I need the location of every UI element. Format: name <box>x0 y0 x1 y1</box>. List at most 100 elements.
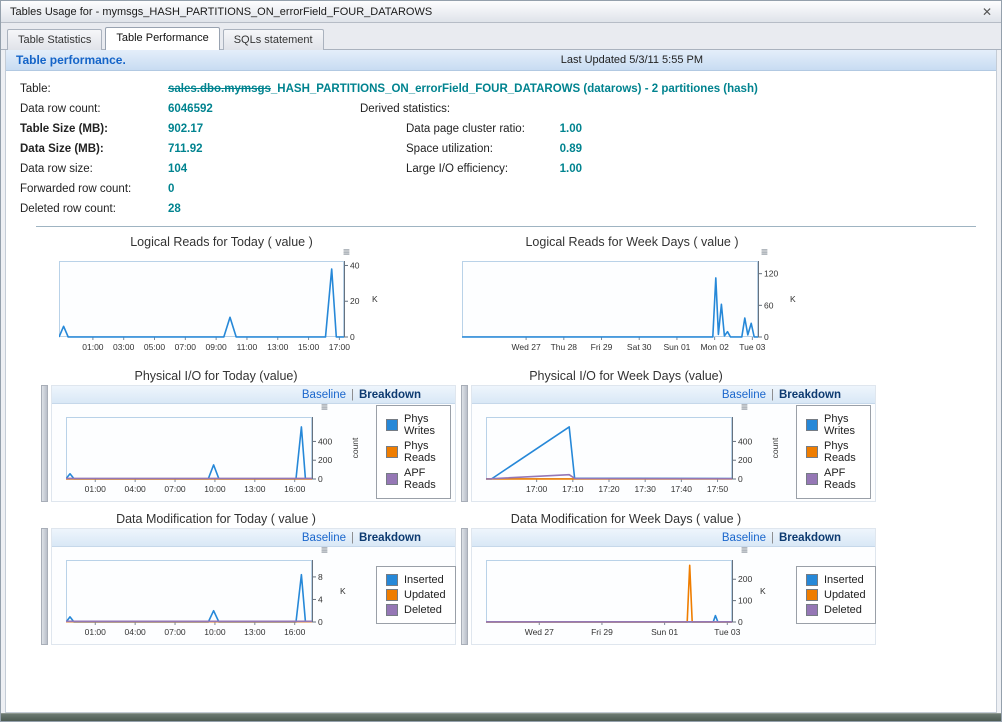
svg-text:16:00: 16:00 <box>284 627 306 637</box>
splitter-handle[interactable] <box>461 385 468 502</box>
chart-menu-icon[interactable]: ≡ <box>320 399 328 414</box>
svg-text:Fri 29: Fri 29 <box>591 627 613 637</box>
legend-item[interactable]: Inserted <box>386 573 446 586</box>
legend-swatch-icon <box>386 418 398 431</box>
svg-text:15:00: 15:00 <box>298 342 320 352</box>
chart-title-physical-io-today: Physical I/O for Today (value) <box>134 369 298 383</box>
baseline-link[interactable]: Baseline <box>721 388 766 401</box>
table-label: Table: <box>20 83 51 95</box>
chart-legend: Inserted Updated Deleted <box>796 565 876 624</box>
svg-text:0: 0 <box>738 474 743 484</box>
legend-swatch-icon <box>386 603 398 616</box>
content-area: Table performance. Last Updated 5/3/11 5… <box>5 50 997 713</box>
close-icon[interactable]: ✕ <box>981 4 992 19</box>
legend-item[interactable]: Phys Writes <box>386 413 441 437</box>
legend-item[interactable]: Updated <box>386 588 446 601</box>
table-info-section: Table: sales.dbo.mymsgs_HASH_PARTITIONS_… <box>6 71 996 219</box>
panel-header: Baseline | Breakdown <box>472 386 875 404</box>
chart-menu-icon[interactable]: ≡ <box>342 245 350 259</box>
derived-stats-column: Derived statistics: Data page cluster ra… <box>360 99 582 219</box>
legend-item[interactable]: Phys Writes <box>806 413 861 437</box>
legend-item[interactable]: APF Reads <box>806 467 861 491</box>
svg-text:0: 0 <box>764 332 769 342</box>
baseline-link[interactable]: Baseline <box>721 531 766 544</box>
logical-reads-weekdays-chart[interactable]: Wed 27 Thu 28 Fri 29 Sat 30 Sun 01 Mon 02 Tue … <box>462 251 802 354</box>
svg-text:count: count <box>350 436 360 457</box>
legend-item[interactable]: Inserted <box>806 573 866 586</box>
tab-sqls-statement[interactable]: SQLs statement <box>222 29 324 50</box>
svg-text:07:00: 07:00 <box>164 627 186 637</box>
splitter-handle[interactable] <box>41 385 48 502</box>
svg-text:400: 400 <box>738 436 752 446</box>
physical-io-today-chart[interactable]: 01:00 04:00 07:00 10:00 13:00 16:00 0 200 400 cou… <box>65 403 366 496</box>
svg-text:0: 0 <box>318 474 323 484</box>
data-modification-today-chart[interactable]: 01:00 04:00 07:00 10:00 13:00 16:00 0 4 8 K <box>65 546 352 639</box>
baseline-link[interactable]: Baseline <box>301 531 346 544</box>
svg-text:16:00: 16:00 <box>284 484 306 494</box>
legend-swatch-icon <box>806 418 818 431</box>
data-modification-weekdays-chart[interactable]: Wed 27 Fri 29 Sun 01 Tue 030 100 200 K <box>486 546 772 639</box>
tab-table-performance[interactable]: Table Performance <box>105 27 220 50</box>
legend-item[interactable]: Deleted <box>806 603 866 616</box>
chart-menu-icon[interactable]: ≡ <box>760 245 768 259</box>
breakdown-link[interactable]: Breakdown <box>779 388 841 401</box>
svg-text:20: 20 <box>350 296 360 306</box>
svg-text:100: 100 <box>738 595 752 605</box>
svg-text:17:00: 17:00 <box>329 342 351 352</box>
forwarded-row-count-row: Forwarded row count: 0 <box>20 183 175 195</box>
chart-menu-icon[interactable]: ≡ <box>320 542 328 557</box>
tab-table-statistics[interactable]: Table Statistics <box>7 29 103 50</box>
legend-item[interactable]: Updated <box>806 588 866 601</box>
legend-item[interactable]: Phys Reads <box>386 440 441 464</box>
table-name-row: Table: sales.dbo.mymsgs_HASH_PARTITIONS_… <box>20 79 996 99</box>
legend-item[interactable]: Phys Reads <box>806 440 861 464</box>
svg-text:4: 4 <box>318 594 323 604</box>
svg-text:04:00: 04:00 <box>125 627 147 637</box>
breakdown-link[interactable]: Breakdown <box>359 531 421 544</box>
baseline-link[interactable]: Baseline <box>301 388 346 401</box>
svg-text:8: 8 <box>318 571 323 581</box>
breakdown-link[interactable]: Breakdown <box>359 388 421 401</box>
svg-text:04:00: 04:00 <box>125 484 147 494</box>
svg-text:11:00: 11:00 <box>237 342 258 352</box>
splitter-handle[interactable] <box>41 528 48 645</box>
legend-label: Inserted <box>824 573 864 586</box>
svg-text:Fri 29: Fri 29 <box>591 342 613 352</box>
logical-reads-weekdays-chart-block: ≡ Wed 27 Thu 28 Fri 29 Sat 30 Sun 01 Mon 02 Tu… <box>462 246 802 359</box>
svg-text:17:00: 17:00 <box>526 484 548 494</box>
physical-io-weekdays-chart[interactable]: 17:00 17:10 17:20 17:30 17:40 17:50 0 200 400 cou… <box>485 403 786 496</box>
table-size-row: Table Size (MB): 902.17 <box>20 123 204 135</box>
legend-label: Inserted <box>404 573 444 586</box>
svg-text:120: 120 <box>764 269 778 279</box>
deleted-row-count-row: Deleted row count: 28 <box>20 203 181 215</box>
chart-title-data-modification-weekdays: Data Modification for Week Days ( value … <box>510 512 742 526</box>
logical-reads-today-chart[interactable]: 01:00 03:00 05:00 07:00 09:00 11:00 13:00 15:00… <box>58 251 384 354</box>
svg-text:05:00: 05:00 <box>144 342 166 352</box>
window-title: Tables Usage for - mymsgs_HASH_PARTITION… <box>10 5 433 18</box>
svg-text:Mon 02: Mon 02 <box>700 342 729 352</box>
svg-text:Tue 03: Tue 03 <box>714 627 740 637</box>
page-title: Table performance. <box>16 53 126 67</box>
legend-item[interactable]: Deleted <box>386 603 446 616</box>
chart-menu-icon[interactable]: ≡ <box>740 542 748 557</box>
svg-text:0: 0 <box>350 332 355 342</box>
svg-text:200: 200 <box>738 574 752 584</box>
svg-text:0: 0 <box>318 617 323 627</box>
window-bottom-edge <box>1 713 1001 721</box>
svg-text:09:00: 09:00 <box>205 342 227 352</box>
breakdown-link[interactable]: Breakdown <box>779 531 841 544</box>
svg-text:Tue 03: Tue 03 <box>739 342 765 352</box>
chart-menu-icon[interactable]: ≡ <box>740 399 748 414</box>
panel-header: Baseline | Breakdown <box>52 386 455 404</box>
svg-text:03:00: 03:00 <box>113 342 135 352</box>
svg-text:Wed 27: Wed 27 <box>512 342 541 352</box>
data-modification-today-panel: Baseline | Breakdown ≡ 01:00 04:00 07:00 10… <box>51 528 456 645</box>
splitter-handle[interactable] <box>461 528 468 645</box>
legend-label: Updated <box>824 588 866 601</box>
data-modification-weekdays-panel: Baseline | Breakdown ≡ Wed 27 Fri 29 Sun 0… <box>471 528 876 645</box>
panel-header: Baseline | Breakdown <box>52 529 455 547</box>
legend-item[interactable]: APF Reads <box>386 467 441 491</box>
svg-text:17:50: 17:50 <box>707 484 729 494</box>
svg-text:13:00: 13:00 <box>267 342 289 352</box>
svg-text:count: count <box>770 436 780 457</box>
